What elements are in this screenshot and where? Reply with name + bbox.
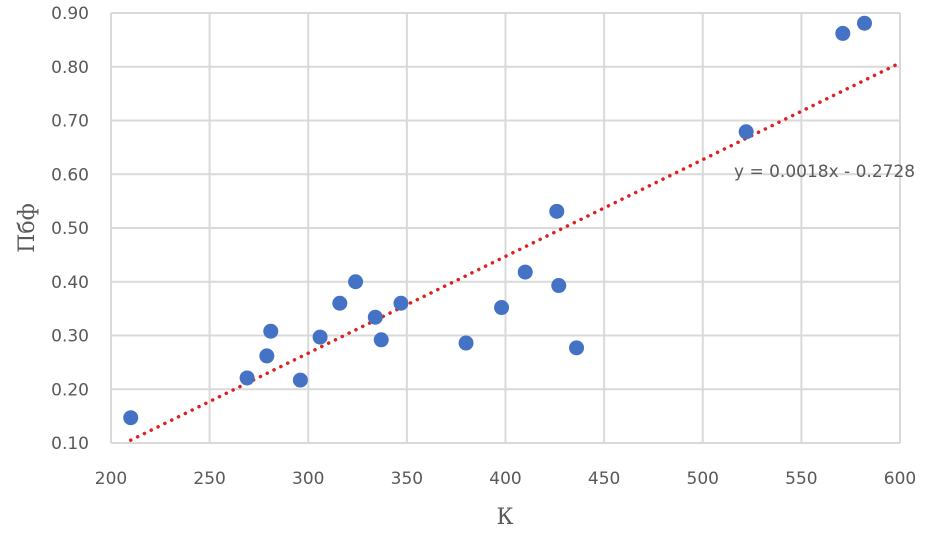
y-tick-label: 0.40 — [51, 273, 89, 293]
y-axis-ticks: 0.10 0.20 0.30 0.40 0.50 0.60 0.70 0.80 0.90 — [51, 4, 89, 454]
y-tick-label: 0.80 — [51, 58, 89, 78]
y-tick-label: 0.30 — [51, 327, 89, 347]
data-point — [517, 264, 533, 280]
y-tick-label: 0.90 — [51, 4, 89, 24]
trendline-path — [128, 61, 902, 442]
x-axis-ticks: 200 250 300 350 400 450 500 550 600 — [95, 469, 916, 489]
y-axis-title: Пбф — [15, 203, 40, 253]
data-point — [312, 329, 328, 345]
y-tick-label: 0.50 — [51, 219, 89, 239]
data-point — [263, 323, 279, 339]
y-tick-label: 0.10 — [51, 434, 89, 454]
x-tick-label: 200 — [95, 469, 127, 489]
data-point — [259, 348, 275, 364]
x-tick-label: 550 — [785, 469, 817, 489]
x-tick-label: 400 — [489, 469, 521, 489]
data-point — [551, 278, 567, 294]
data-point — [123, 410, 139, 426]
data-point — [738, 124, 754, 140]
data-point — [569, 340, 585, 356]
data-point — [494, 300, 510, 316]
y-tick-label: 0.20 — [51, 380, 89, 400]
trendline-equation: y = 0.0018x - 0.2728 — [734, 162, 915, 182]
x-tick-label: 600 — [884, 469, 916, 489]
y-tick-label: 0.60 — [51, 165, 89, 185]
x-tick-label: 500 — [687, 469, 719, 489]
data-point — [332, 295, 348, 311]
data-point — [292, 372, 308, 388]
data-point — [373, 332, 389, 348]
data-point — [549, 203, 565, 219]
grid-lines — [110, 12, 901, 444]
x-tick-label: 300 — [292, 469, 324, 489]
data-point — [856, 15, 872, 31]
x-tick-label: 450 — [588, 469, 620, 489]
data-point — [393, 295, 409, 311]
data-point — [239, 370, 255, 386]
data-point — [458, 335, 474, 351]
trendline — [128, 61, 902, 442]
data-point — [367, 309, 383, 325]
y-tick-label: 0.70 — [51, 112, 89, 132]
data-point — [348, 274, 364, 290]
data-points — [123, 15, 872, 426]
data-point — [835, 25, 851, 41]
x-tick-label: 250 — [193, 469, 225, 489]
x-tick-label: 350 — [391, 469, 423, 489]
x-axis-title: К — [496, 505, 513, 530]
